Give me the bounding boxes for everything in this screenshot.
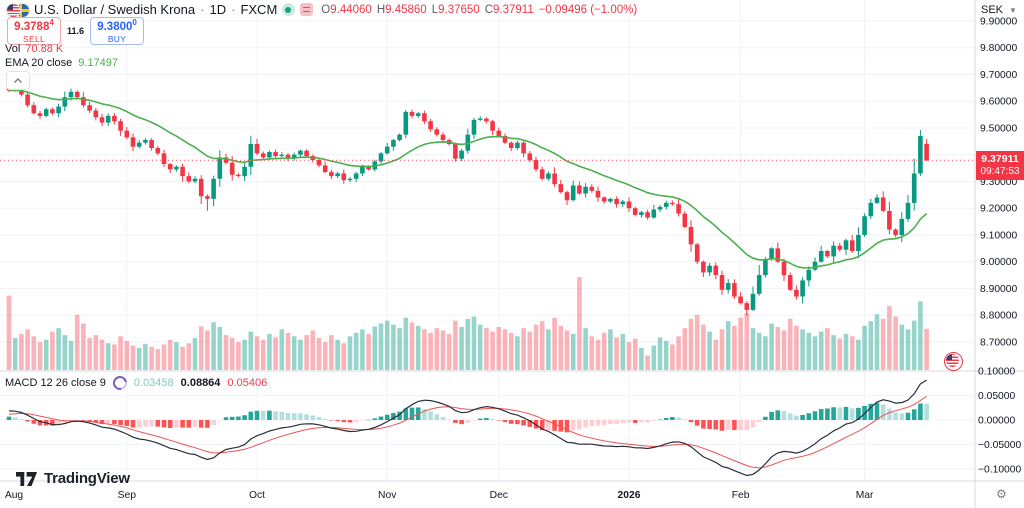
- legend-collapse-button[interactable]: [6, 71, 30, 90]
- symbol-legend: U.S. Dollar / Swedish Krona · 1D · FXCM …: [6, 2, 637, 18]
- time-axis-label: Mar: [856, 490, 874, 501]
- ema-legend[interactable]: EMA 20 close 9.17497: [5, 57, 118, 69]
- close-value: 9.37911: [493, 3, 534, 16]
- macd-signal-value: 0.05406: [227, 377, 268, 389]
- price-tick-label: 9.80000: [980, 43, 1017, 54]
- trade-panel: 9.37884 SELL 11.6 9.38000 BUY: [7, 17, 145, 45]
- macd-tick-label: −0.05000: [978, 440, 1022, 451]
- macd-tick-label: 0.10000: [978, 367, 1015, 378]
- legend-separator: ·: [231, 2, 236, 17]
- time-axis-label: Feb: [732, 490, 750, 501]
- macd-tick-label: 0.00000: [978, 416, 1015, 427]
- price-tick-label: 9.10000: [980, 230, 1017, 241]
- buy-price-sup: 0: [132, 17, 137, 27]
- interval-button[interactable]: 1D: [209, 2, 227, 17]
- buy-label: BUY: [107, 33, 127, 44]
- timescale-settings-gear-icon[interactable]: ⚙: [996, 487, 1007, 501]
- volume-legend[interactable]: Vol 70.88 K: [5, 43, 63, 55]
- macd-main-value: 0.08864: [180, 377, 221, 389]
- exchange-label[interactable]: FXCM: [240, 2, 278, 17]
- tradingview-logo[interactable]: TradingView: [16, 470, 130, 487]
- tradingview-logo-mark-icon: [16, 471, 37, 486]
- instrument-logo-us-flag-icon: [944, 352, 963, 371]
- currency-selector[interactable]: SEK ▼: [981, 4, 1017, 16]
- change-value: −0.09496 (−1.00%): [538, 3, 638, 16]
- sell-label: SELL: [23, 33, 45, 44]
- sell-price: 9.3788: [14, 20, 50, 33]
- ema-value: 9.17497: [78, 57, 119, 69]
- low-value: 9.37650: [438, 3, 480, 16]
- macd-signal-line: [8, 395, 927, 469]
- volume-value: 70.88 K: [25, 43, 64, 55]
- price-tick-label: 9.20000: [980, 204, 1017, 215]
- buy-button[interactable]: 9.38000 BUY: [90, 17, 145, 45]
- ohlc-values: O9.44060 H9.45860 L9.37650 C9.37911 −0.0…: [321, 4, 637, 16]
- symbol-title[interactable]: U.S. Dollar / Swedish Krona: [34, 2, 196, 17]
- axis-labels: 9.900009.800009.700009.600009.500009.400…: [5, 16, 1022, 501]
- macd-hist-value: 0.03458: [133, 377, 174, 389]
- price-tick-label: 9.60000: [980, 97, 1017, 108]
- tradingview-logo-text: TradingView: [44, 470, 130, 487]
- loading-spinner-icon: [110, 373, 130, 393]
- time-axis-label: Sep: [118, 490, 137, 501]
- legend-separator: ·: [200, 2, 205, 17]
- time-axis-label: 2026: [618, 490, 641, 501]
- last-price-value: 9.37911: [981, 153, 1019, 166]
- macd-legend[interactable]: MACD 12 26 close 9 0.03458 0.08864 0.054…: [5, 373, 268, 393]
- buy-price: 9.3800: [97, 20, 133, 33]
- currency-label: SEK: [981, 4, 1004, 16]
- price-tick-label: 9.90000: [980, 16, 1017, 27]
- time-scale[interactable]: [0, 481, 975, 508]
- ema-line: [8, 89, 928, 269]
- chevron-down-icon: ▼: [1009, 5, 1017, 15]
- bar-countdown: 09:47:53: [980, 165, 1020, 177]
- volume-bars: [6, 277, 929, 370]
- symbol-pair-flags-icon: [6, 3, 30, 18]
- macd-tick-label: −0.10000: [978, 465, 1022, 476]
- macd-histogram: [6, 402, 929, 433]
- price-tick-label: 8.90000: [980, 284, 1017, 295]
- open-label: O: [321, 3, 331, 16]
- time-axis-label: Dec: [490, 490, 508, 501]
- price-tick-label: 8.70000: [980, 337, 1017, 348]
- ema-label: EMA 20 close: [5, 57, 73, 69]
- chevron-up-icon: [14, 78, 22, 83]
- high-value: 9.45860: [385, 3, 427, 16]
- time-axis-label: Aug: [5, 490, 24, 501]
- sell-price-sup: 4: [49, 17, 54, 27]
- price-tick-label: 9.30000: [980, 177, 1017, 188]
- close-label: C: [484, 3, 493, 16]
- sell-button[interactable]: 9.37884 SELL: [7, 17, 61, 45]
- price-tick-label: 8.80000: [980, 311, 1017, 322]
- us-flag-icon: [6, 3, 21, 18]
- price-tick-label: 9.00000: [980, 257, 1017, 268]
- price-scale[interactable]: [975, 0, 1024, 481]
- time-axis-label: Nov: [378, 490, 397, 501]
- low-label: L: [431, 3, 439, 16]
- data-provider-icon[interactable]: [300, 3, 314, 16]
- macd-line: [8, 379, 927, 477]
- macd-label: MACD 12 26 close 9: [5, 377, 106, 389]
- price-tick-label: 9.50000: [980, 123, 1017, 134]
- candles-layer: [6, 73, 929, 316]
- spread-value: 11.6: [66, 26, 86, 36]
- last-price-badge[interactable]: 9.37911 09:47:53: [976, 151, 1024, 180]
- price-tick-label: 9.70000: [980, 70, 1017, 81]
- macd-tick-label: 0.05000: [978, 391, 1015, 402]
- high-label: H: [376, 3, 386, 16]
- time-axis-label: Oct: [249, 490, 265, 501]
- open-value: 9.44060: [330, 3, 372, 16]
- market-status-icon[interactable]: [282, 3, 296, 16]
- volume-label: Vol: [5, 43, 21, 55]
